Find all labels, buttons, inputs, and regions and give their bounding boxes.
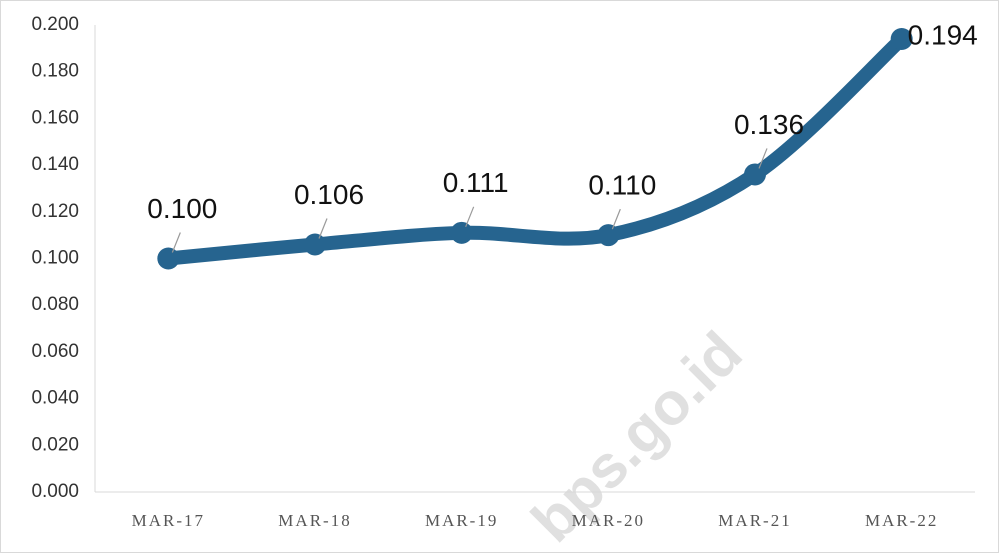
y-tick-label: 0.100 [31,248,79,269]
y-tick-label: 0.060 [31,341,79,362]
data-label: 0.106 [294,179,364,210]
marker [890,28,913,51]
leader-line [318,218,328,239]
leader-line [611,208,621,230]
data-label: 0.110 [588,170,656,201]
y-tick-label: 0.040 [31,388,79,409]
y-tick-label: 0.120 [31,201,79,222]
y-tick-label: 0.160 [31,107,79,128]
y-tick-label: 0.200 [31,14,79,35]
y-tick-label: 0.140 [31,154,79,175]
marker [304,233,326,256]
marker [744,163,766,186]
x-tick-label: MAR-21 [718,511,791,530]
marker [450,221,473,244]
marker [597,224,620,247]
x-tick-label: MAR-19 [425,511,498,530]
x-tick-label: MAR-18 [278,511,351,530]
y-tick-label: 0.080 [31,294,79,315]
x-tick-label: MAR-20 [572,511,645,530]
y-tick-label: 0.000 [31,481,79,502]
data-label: 0.111 [443,167,509,198]
data-label: 0.194 [908,19,978,50]
marker [157,247,180,270]
data-label: 0.136 [734,109,804,140]
leader-line [465,206,475,228]
leader-line [758,148,768,169]
y-tick-label: 0.180 [31,61,79,82]
line [161,32,909,266]
x-tick-label: MAR-22 [865,511,938,530]
data-label: 0.100 [147,193,217,224]
leader-line [171,232,181,253]
x-tick-label: MAR-17 [132,511,205,530]
y-tick-label: 0.020 [31,434,79,455]
